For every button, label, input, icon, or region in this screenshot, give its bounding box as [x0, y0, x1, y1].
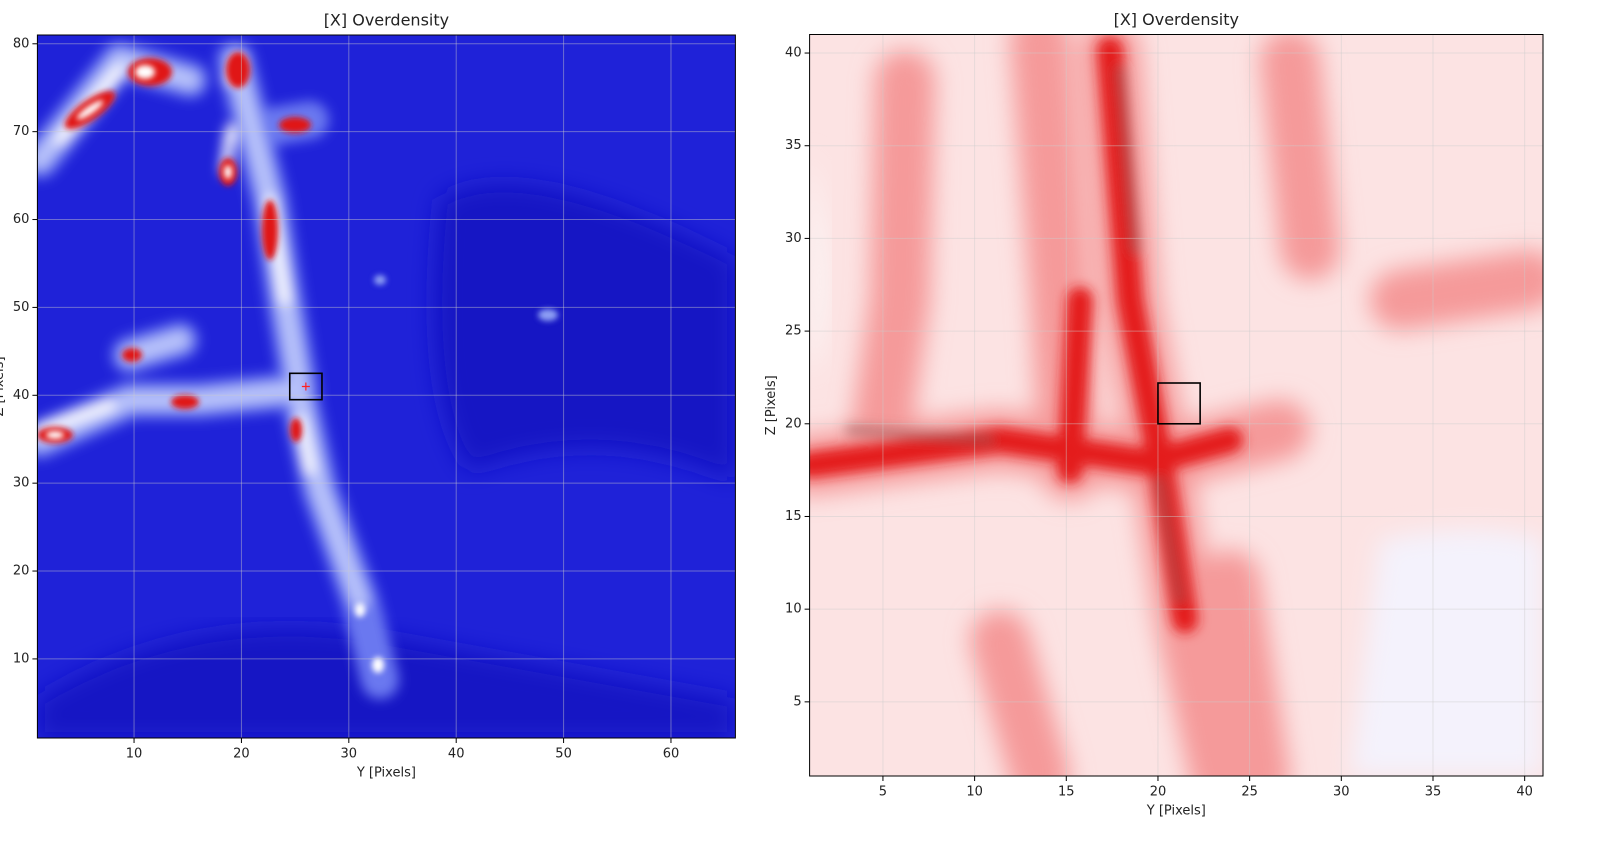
y-tick-label: 30: [13, 476, 30, 491]
y-tick-label: 20: [785, 416, 802, 431]
x-tick-label: 20: [233, 747, 250, 762]
axes-frame: [809, 34, 1544, 777]
x-tick-label: 30: [1333, 785, 1350, 800]
y-tick-label: 20: [13, 564, 30, 579]
x-tick-label: 40: [448, 747, 465, 762]
x-tick-label: 30: [341, 747, 358, 762]
axes-layer: 10 20 30 40 50 60 10 20 30 40 50 60 70 80 [X] Overdens…: [0, 10, 1544, 819]
x-axis-label: Y [Pixels]: [356, 766, 416, 781]
y-tick-label: 70: [13, 124, 30, 139]
marker: [301, 382, 310, 391]
y-tick-label: 10: [785, 602, 802, 617]
y-tick-label: 60: [13, 212, 30, 227]
x-tick-label: 50: [555, 747, 572, 762]
y-tick-label: 30: [785, 231, 802, 246]
x-tick-label: 10: [126, 747, 143, 762]
chart-title: [X] Overdensity: [324, 11, 449, 30]
x-tick-label: 20: [1150, 785, 1167, 800]
y-axis-label: Z [Pixels]: [0, 356, 7, 416]
x-axis-label: Y [Pixels]: [1146, 804, 1206, 819]
x-tick-label: 5: [879, 785, 887, 800]
y-tick-label: 50: [13, 300, 30, 315]
field-left: [37, 35, 736, 738]
selection-box: [288, 372, 323, 401]
y-tick-label: 10: [13, 651, 30, 666]
x-tick-label: 15: [1058, 785, 1075, 800]
chart-title: [X] Overdensity: [1114, 10, 1239, 29]
y-tick-label: 25: [785, 324, 802, 339]
x-tick-label: 60: [663, 747, 680, 762]
axes-frame: [36, 34, 736, 739]
y-tick-label: 15: [785, 509, 802, 524]
field-right: [809, 34, 1543, 776]
x-tick-label: 35: [1425, 785, 1442, 800]
y-tick-label: 40: [785, 46, 802, 61]
y-tick-label: 5: [793, 694, 801, 709]
x-tick-label: 40: [1516, 785, 1533, 800]
y-tick-label: 40: [13, 388, 30, 403]
x-tick-label: 10: [966, 785, 983, 800]
y-axis-label: Z [Pixels]: [764, 375, 779, 435]
selection-box: [1157, 382, 1201, 425]
y-tick-label: 80: [13, 36, 30, 51]
y-tick-label: 35: [785, 138, 802, 153]
x-tick-label: 25: [1241, 785, 1258, 800]
